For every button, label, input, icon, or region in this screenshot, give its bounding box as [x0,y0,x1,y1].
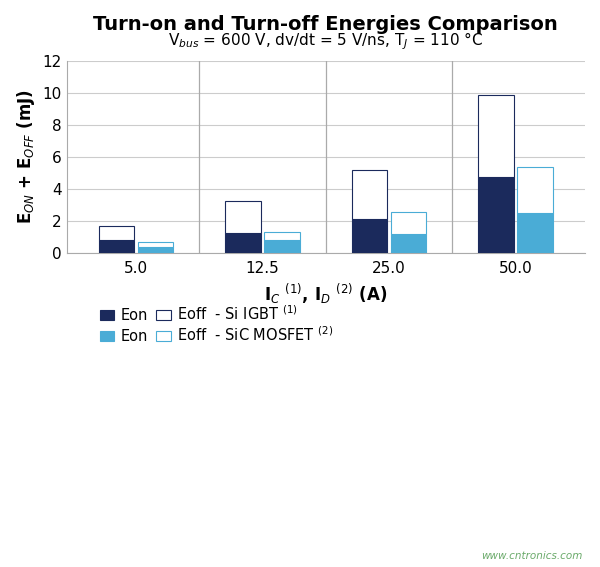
Bar [478,177,514,253]
Bar [517,213,553,253]
Bar [517,167,553,213]
Bar [99,226,134,240]
Bar [352,170,387,219]
Bar [138,242,173,247]
Bar [99,240,134,253]
Bar [265,240,300,253]
Text: V$_{bus}$ = 600 V, dv/dt = 5 V/ns, T$_J$ = 110 °C: V$_{bus}$ = 600 V, dv/dt = 5 V/ns, T$_J$… [169,30,484,52]
Bar [226,233,261,253]
Bar [391,234,426,253]
Bar [478,95,514,177]
Bar [391,212,426,234]
X-axis label: I$_C$ $^{(1)}$, I$_D$ $^{(2)}$ (A): I$_C$ $^{(1)}$, I$_D$ $^{(2)}$ (A) [264,282,388,306]
Bar [265,231,300,240]
Bar [226,201,261,233]
Text: www.cntronics.com: www.cntronics.com [481,551,582,561]
Y-axis label: E$_{ON}$ + E$_{OFF}$ (mJ): E$_{ON}$ + E$_{OFF}$ (mJ) [15,89,37,224]
Legend: Eon, Eoff  - SiC MOSFET $^{(2)}$: Eon, Eoff - SiC MOSFET $^{(2)}$ [100,325,333,344]
Title: Turn-on and Turn-off Energies Comparison: Turn-on and Turn-off Energies Comparison [94,15,558,34]
Bar [352,219,387,253]
Bar [138,247,173,253]
